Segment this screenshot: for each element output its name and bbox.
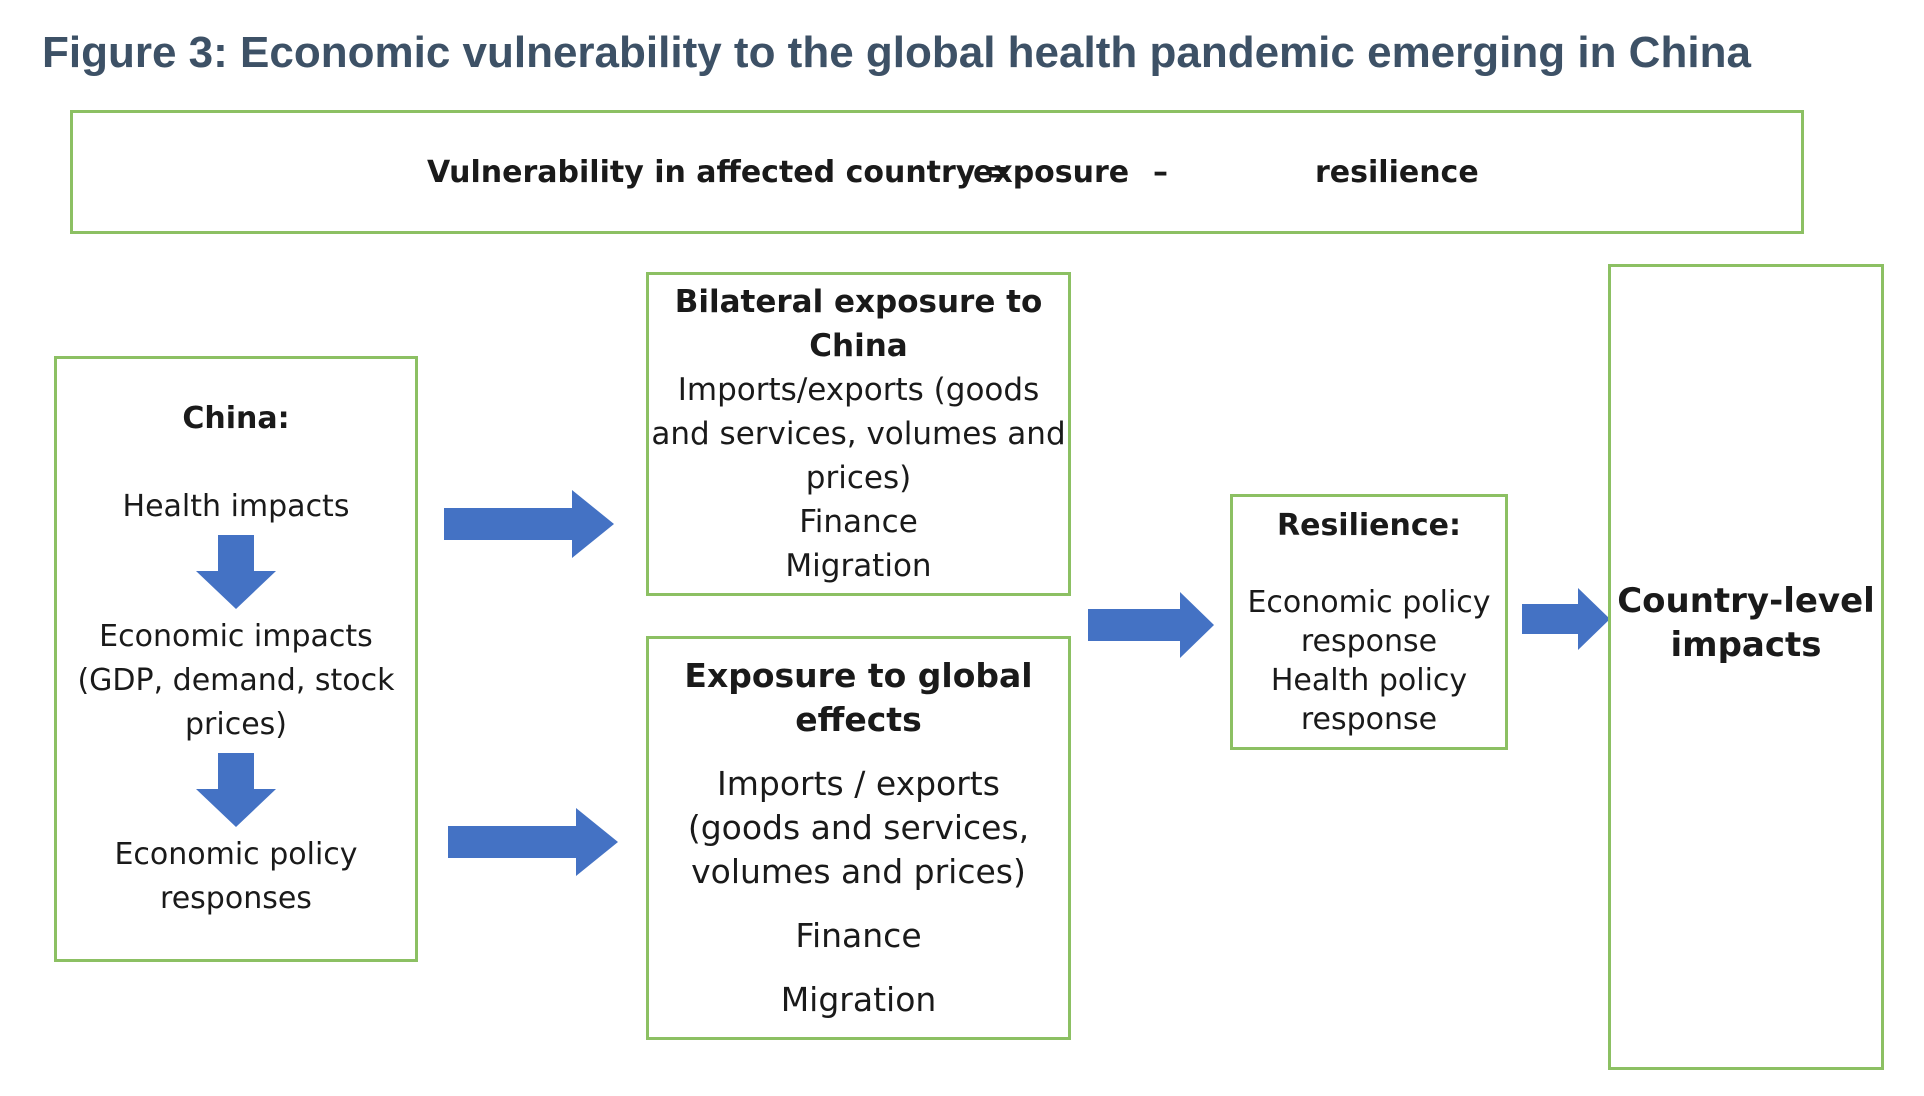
right-arrow-icon: [448, 808, 618, 876]
economic-policy-responses-label: Economic policy responses: [114, 837, 358, 916]
global-exposure-box: Exposure to global effects Imports / exp…: [646, 636, 1071, 1040]
resilience-heading: Resilience:: [1277, 507, 1461, 543]
global-heading: Exposure to global effects: [684, 656, 1033, 739]
bilateral-trade-label: Imports/exports (goods and services, vol…: [651, 372, 1066, 496]
down-arrow-icon: [196, 535, 276, 609]
global-migration-label: Migration: [780, 980, 937, 1019]
china-heading: China:: [182, 401, 290, 436]
bilateral-exposure-box: Bilateral exposure to China Imports/expo…: [646, 272, 1071, 596]
right-arrow-icon: [444, 490, 614, 558]
formula-lhs: Vulnerability in affected country =: [427, 154, 1011, 190]
bilateral-migration-label: Migration: [785, 548, 932, 584]
resilience-box: Resilience: Economic policy response Hea…: [1230, 494, 1508, 750]
economic-impacts-label: Economic impacts (GDP, demand, stock pri…: [77, 619, 395, 742]
country-level-impacts-label: Country-level impacts: [1617, 581, 1875, 665]
figure-title: Figure 3: Economic vulnerability to the …: [42, 28, 1751, 77]
bilateral-finance-label: Finance: [799, 504, 918, 540]
down-arrow-icon: [196, 753, 276, 827]
global-trade-label: Imports / exports (goods and services, v…: [687, 764, 1030, 891]
health-policy-response-label: Health policy response: [1270, 662, 1468, 737]
bilateral-heading: Bilateral exposure to China: [674, 284, 1043, 364]
right-arrow-icon: [1088, 592, 1214, 658]
formula-resilience: resilience: [1315, 154, 1479, 190]
health-impacts-label: Health impacts: [122, 489, 350, 524]
right-arrow-icon: [1522, 588, 1610, 650]
country-level-impacts-box: Country-level impacts: [1608, 264, 1884, 1070]
formula-minus: –: [1153, 154, 1168, 190]
formula-exposure: exposure: [973, 154, 1130, 190]
economic-policy-response-label: Economic policy response: [1247, 584, 1491, 659]
china-box: China: Health impacts Economic impacts (…: [54, 356, 418, 962]
vulnerability-formula-box: Vulnerability in affected country = expo…: [70, 110, 1804, 234]
global-finance-label: Finance: [795, 916, 922, 955]
